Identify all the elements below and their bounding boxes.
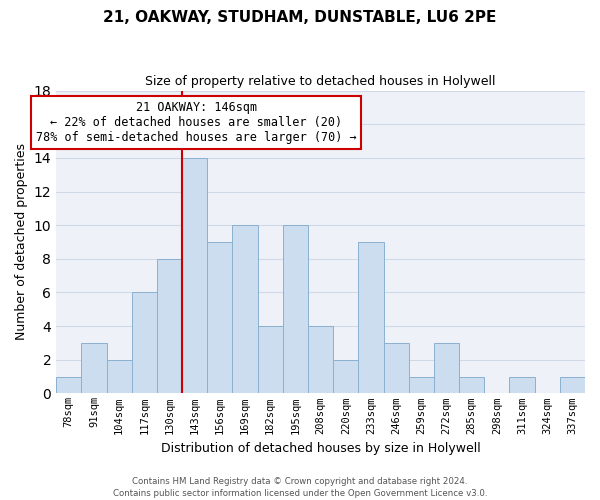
X-axis label: Distribution of detached houses by size in Holywell: Distribution of detached houses by size … [161,442,481,455]
Bar [560,376,585,394]
Bar [333,360,358,394]
Bar [207,242,232,394]
Bar [132,292,157,394]
Text: 21, OAKWAY, STUDHAM, DUNSTABLE, LU6 2PE: 21, OAKWAY, STUDHAM, DUNSTABLE, LU6 2PE [103,10,497,25]
Bar [283,225,308,394]
Bar [308,326,333,394]
Y-axis label: Number of detached properties: Number of detached properties [15,144,28,340]
Bar [434,343,459,394]
Bar [232,225,257,394]
Bar [157,259,182,394]
Bar [82,343,107,394]
Bar [107,360,132,394]
Text: Contains HM Land Registry data © Crown copyright and database right 2024.
Contai: Contains HM Land Registry data © Crown c… [113,476,487,498]
Bar [182,158,207,394]
Bar [358,242,383,394]
Title: Size of property relative to detached houses in Holywell: Size of property relative to detached ho… [145,75,496,88]
Bar [459,376,484,394]
Bar [257,326,283,394]
Bar [409,376,434,394]
Bar [56,376,82,394]
Text: 21 OAKWAY: 146sqm
← 22% of detached houses are smaller (20)
78% of semi-detached: 21 OAKWAY: 146sqm ← 22% of detached hous… [36,101,356,144]
Bar [509,376,535,394]
Bar [383,343,409,394]
